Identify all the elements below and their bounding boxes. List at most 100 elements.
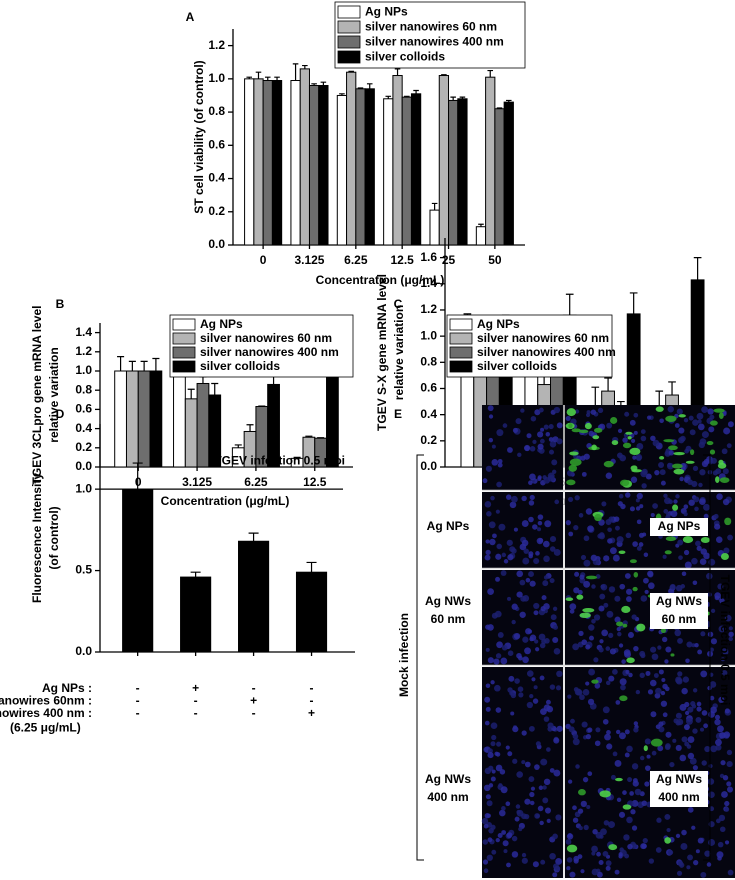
bar bbox=[114, 370, 127, 468]
nucleus bbox=[677, 539, 684, 546]
nucleus bbox=[720, 657, 725, 662]
nucleus bbox=[686, 865, 691, 870]
nucleus bbox=[549, 546, 556, 552]
treatment-sign: - bbox=[310, 681, 314, 695]
panel-letter: C bbox=[394, 297, 403, 311]
treatment-sign: - bbox=[136, 681, 140, 695]
bar bbox=[196, 382, 210, 468]
nucleus bbox=[723, 427, 731, 435]
error-bar bbox=[348, 70, 354, 73]
infected-cell bbox=[673, 451, 685, 456]
nucleus bbox=[568, 496, 574, 502]
nucleus bbox=[498, 783, 503, 788]
infected-cell bbox=[718, 412, 724, 419]
nucleus bbox=[569, 603, 577, 611]
error-bar bbox=[199, 376, 207, 384]
nucleus bbox=[512, 427, 518, 433]
nucleus bbox=[591, 584, 596, 589]
row-label-right: 400 nm bbox=[658, 790, 699, 804]
nucleus bbox=[618, 852, 623, 857]
nucleus bbox=[691, 557, 698, 565]
infected-cell bbox=[713, 408, 725, 413]
nucleus bbox=[582, 689, 590, 696]
nucleus bbox=[524, 798, 531, 805]
nucleus bbox=[709, 681, 717, 688]
nucleus bbox=[547, 722, 554, 729]
label-backdrop bbox=[650, 593, 708, 611]
nucleus bbox=[666, 828, 671, 833]
error-bar bbox=[357, 87, 364, 89]
legend-swatch bbox=[337, 5, 361, 19]
nucleus bbox=[622, 437, 628, 443]
nucleus bbox=[697, 419, 702, 424]
nucleus bbox=[670, 510, 678, 518]
nucleus bbox=[585, 644, 591, 650]
nucleus bbox=[684, 710, 690, 716]
nucleus bbox=[517, 686, 524, 693]
bar bbox=[401, 96, 412, 246]
nucleus bbox=[609, 648, 616, 655]
nucleus bbox=[710, 608, 716, 614]
infected-cell bbox=[685, 460, 695, 464]
nucleus bbox=[673, 499, 678, 504]
nucleus bbox=[692, 580, 698, 586]
infected-cell bbox=[568, 422, 573, 429]
nucleus bbox=[599, 593, 606, 600]
nucleus bbox=[516, 771, 523, 778]
nucleus bbox=[697, 837, 704, 844]
nucleus bbox=[518, 826, 523, 832]
nucleus bbox=[710, 706, 717, 714]
nucleus bbox=[485, 683, 491, 689]
error-bar bbox=[505, 99, 512, 103]
nucleus bbox=[612, 751, 618, 757]
nucleus bbox=[509, 501, 517, 509]
nucleus bbox=[488, 521, 496, 529]
error-bar bbox=[591, 386, 600, 406]
nucleus bbox=[721, 791, 728, 798]
nucleus bbox=[717, 583, 724, 590]
nucleus bbox=[683, 504, 689, 510]
nucleus bbox=[696, 412, 704, 420]
nucleus bbox=[583, 580, 591, 588]
nucleus bbox=[700, 631, 706, 637]
nucleus bbox=[549, 440, 557, 448]
nucleus bbox=[522, 557, 530, 565]
nucleus bbox=[625, 669, 630, 674]
nucleus bbox=[666, 512, 671, 517]
nucleus bbox=[687, 854, 693, 861]
nucleus bbox=[485, 706, 491, 712]
infected-cell bbox=[566, 844, 578, 853]
nucleus bbox=[701, 710, 708, 716]
bar bbox=[290, 80, 301, 246]
nucleus bbox=[687, 736, 695, 743]
nucleus bbox=[651, 653, 659, 661]
nucleus bbox=[699, 469, 706, 476]
nucleus bbox=[493, 658, 500, 665]
bar bbox=[457, 98, 468, 246]
nucleus bbox=[624, 573, 631, 579]
nucleus bbox=[681, 829, 687, 836]
nucleus bbox=[686, 641, 693, 648]
nucleus bbox=[693, 859, 699, 866]
annotation: TGEV infection 0.5 moi bbox=[214, 453, 345, 467]
infected-cell bbox=[663, 439, 675, 443]
infected-cell bbox=[571, 428, 581, 433]
nucleus bbox=[633, 645, 639, 652]
nucleus bbox=[591, 845, 598, 853]
nucleus bbox=[727, 421, 734, 428]
y-tick-label: 0.8 bbox=[75, 382, 92, 396]
nucleus bbox=[618, 732, 626, 740]
error-bar bbox=[655, 390, 664, 406]
nucleus bbox=[640, 429, 646, 434]
bar bbox=[125, 370, 139, 468]
nucleus bbox=[506, 832, 513, 839]
nucleus bbox=[572, 817, 579, 823]
error-bar bbox=[292, 63, 299, 81]
y-tick-label: 0.0 bbox=[75, 644, 92, 658]
nucleus bbox=[625, 596, 632, 602]
nucleus bbox=[529, 580, 536, 587]
nucleus bbox=[599, 834, 604, 839]
nucleus bbox=[572, 805, 577, 811]
nucleus bbox=[630, 438, 636, 443]
error-bar bbox=[450, 96, 456, 101]
